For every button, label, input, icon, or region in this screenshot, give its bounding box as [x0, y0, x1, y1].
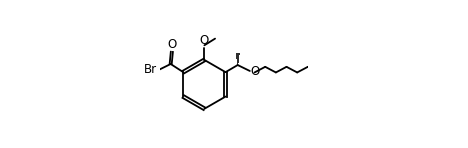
Text: O: O: [251, 65, 260, 78]
Text: O: O: [200, 34, 209, 47]
Text: Br: Br: [144, 63, 157, 76]
Text: O: O: [167, 38, 176, 51]
